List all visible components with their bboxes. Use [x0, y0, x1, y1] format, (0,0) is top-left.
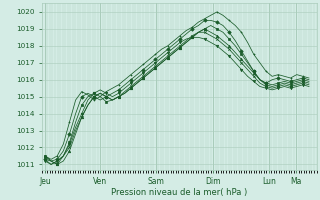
X-axis label: Pression niveau de la mer( hPa ): Pression niveau de la mer( hPa )	[111, 188, 248, 197]
